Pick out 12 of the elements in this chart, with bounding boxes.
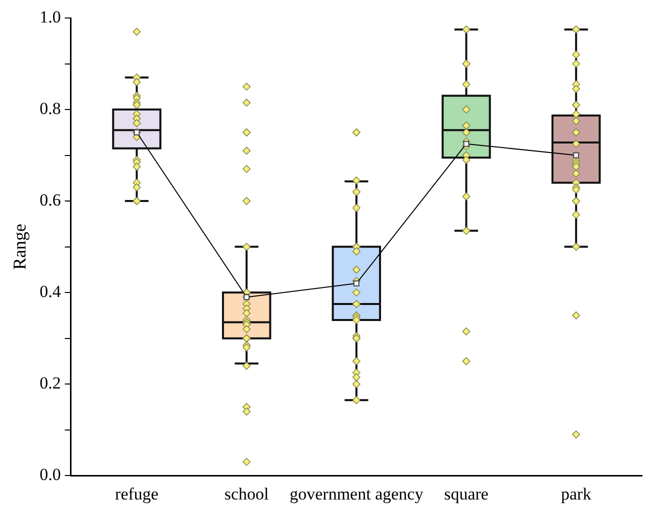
- y-tick-label: 0.6: [40, 190, 61, 210]
- y-tick-label: 0.0: [40, 465, 61, 484]
- x-tick-label: government agency: [290, 484, 424, 504]
- x-tick-label: square: [444, 484, 488, 504]
- x-tick-label: park: [560, 484, 592, 504]
- y-tick-label: 1.0: [40, 7, 61, 26]
- y-tick-label: 0.2: [40, 374, 61, 393]
- y-tick-label: 0.8: [40, 98, 61, 118]
- x-tick-label: school: [224, 484, 270, 504]
- y-axis-title: Range: [10, 224, 30, 270]
- y-tick-label: 0.4: [40, 282, 62, 302]
- x-tick-label: refuge: [115, 484, 158, 504]
